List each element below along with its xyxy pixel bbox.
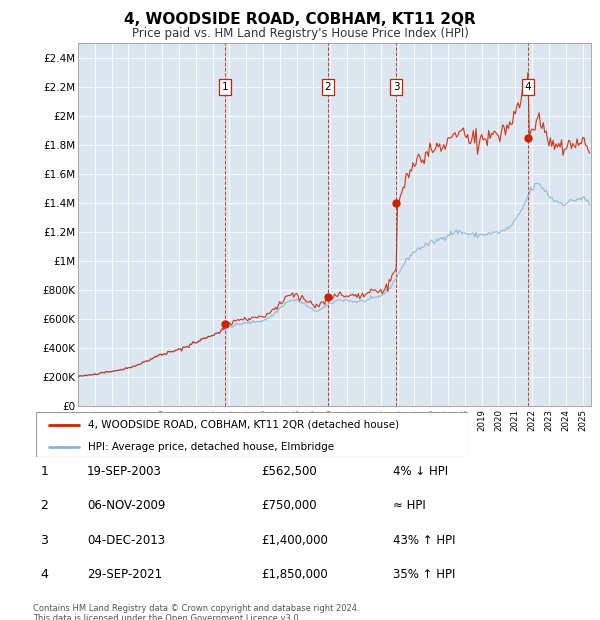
Text: 2: 2 — [40, 500, 49, 512]
Text: 4% ↓ HPI: 4% ↓ HPI — [393, 466, 448, 478]
Text: 35% ↑ HPI: 35% ↑ HPI — [393, 568, 455, 580]
Text: ≈ HPI: ≈ HPI — [393, 500, 426, 512]
Text: 04-DEC-2013: 04-DEC-2013 — [87, 534, 165, 546]
Text: 4: 4 — [40, 568, 49, 580]
Text: £750,000: £750,000 — [261, 500, 317, 512]
Text: 06-NOV-2009: 06-NOV-2009 — [87, 500, 166, 512]
Text: 1: 1 — [221, 82, 228, 92]
Text: 4, WOODSIDE ROAD, COBHAM, KT11 2QR (detached house): 4, WOODSIDE ROAD, COBHAM, KT11 2QR (deta… — [88, 420, 399, 430]
Text: 2: 2 — [324, 82, 331, 92]
Text: 3: 3 — [40, 534, 49, 546]
Text: £1,850,000: £1,850,000 — [261, 568, 328, 580]
Text: 4, WOODSIDE ROAD, COBHAM, KT11 2QR: 4, WOODSIDE ROAD, COBHAM, KT11 2QR — [124, 12, 476, 27]
Text: Contains HM Land Registry data © Crown copyright and database right 2024.
This d: Contains HM Land Registry data © Crown c… — [33, 604, 359, 620]
Text: HPI: Average price, detached house, Elmbridge: HPI: Average price, detached house, Elmb… — [88, 442, 334, 452]
Text: 1: 1 — [40, 466, 49, 478]
Text: 3: 3 — [393, 82, 400, 92]
Text: 4: 4 — [524, 82, 531, 92]
Text: Price paid vs. HM Land Registry's House Price Index (HPI): Price paid vs. HM Land Registry's House … — [131, 27, 469, 40]
Text: 43% ↑ HPI: 43% ↑ HPI — [393, 534, 455, 546]
Text: 19-SEP-2003: 19-SEP-2003 — [87, 466, 162, 478]
FancyBboxPatch shape — [36, 412, 468, 457]
Text: 29-SEP-2021: 29-SEP-2021 — [87, 568, 162, 580]
Text: £562,500: £562,500 — [261, 466, 317, 478]
Text: £1,400,000: £1,400,000 — [261, 534, 328, 546]
